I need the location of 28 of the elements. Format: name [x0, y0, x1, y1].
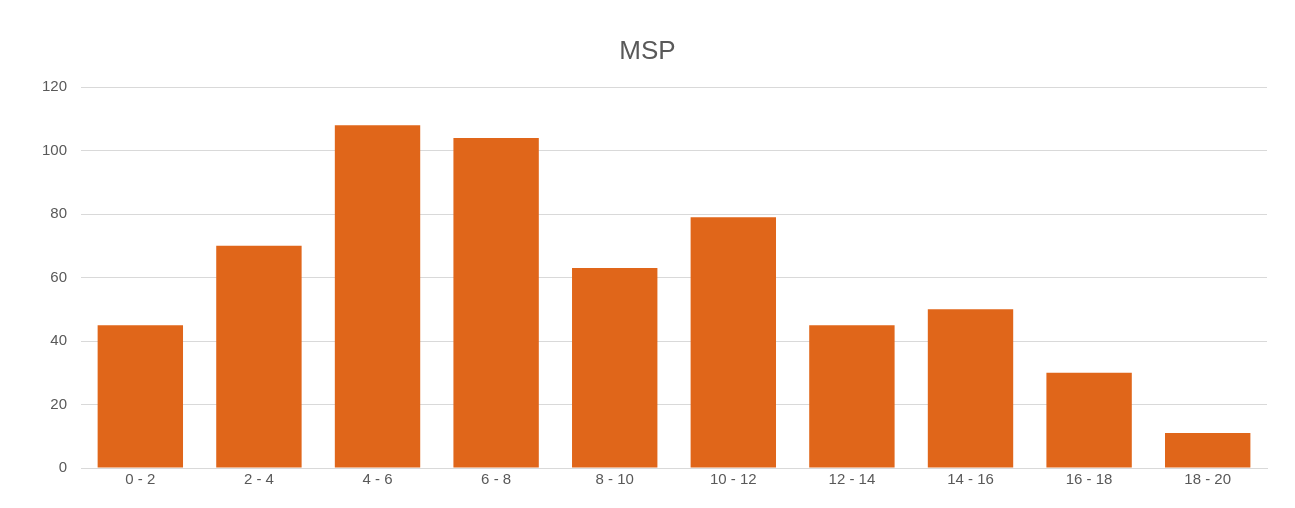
x-tick-label: 18 - 20: [1184, 470, 1232, 488]
y-tick-label: 120: [42, 77, 68, 95]
x-tick-label: 6 - 8: [481, 470, 512, 488]
bar: [927, 309, 1014, 468]
x-tick-label: 12 - 14: [828, 470, 876, 488]
bar: [1046, 372, 1132, 468]
bar: [690, 217, 777, 468]
bar: [453, 137, 539, 468]
x-tick-label: 14 - 16: [947, 470, 994, 488]
x-tick-label: 8 - 10: [595, 470, 634, 488]
x-tick-label: 0 - 2: [125, 470, 156, 488]
bar: [334, 125, 421, 468]
y-tick-label: 40: [50, 331, 68, 349]
bar: [97, 325, 184, 468]
y-tick-label: 0: [58, 458, 68, 476]
y-tick-label: 80: [50, 204, 68, 222]
x-tick-label: 16 - 18: [1065, 470, 1113, 488]
x-tick-label: 10 - 12: [709, 470, 757, 488]
bar: [809, 325, 895, 468]
x-tick-label: 4 - 6: [362, 470, 393, 488]
y-tick-label: 60: [50, 267, 68, 285]
y-tick-label: 20: [50, 394, 68, 412]
y-tick-label: 100: [42, 140, 68, 158]
bar: [572, 268, 658, 468]
chart-title: MSP: [619, 34, 676, 65]
x-tick-label: 2 - 4: [243, 470, 274, 488]
bar: [216, 245, 302, 468]
bar: [1165, 433, 1251, 468]
